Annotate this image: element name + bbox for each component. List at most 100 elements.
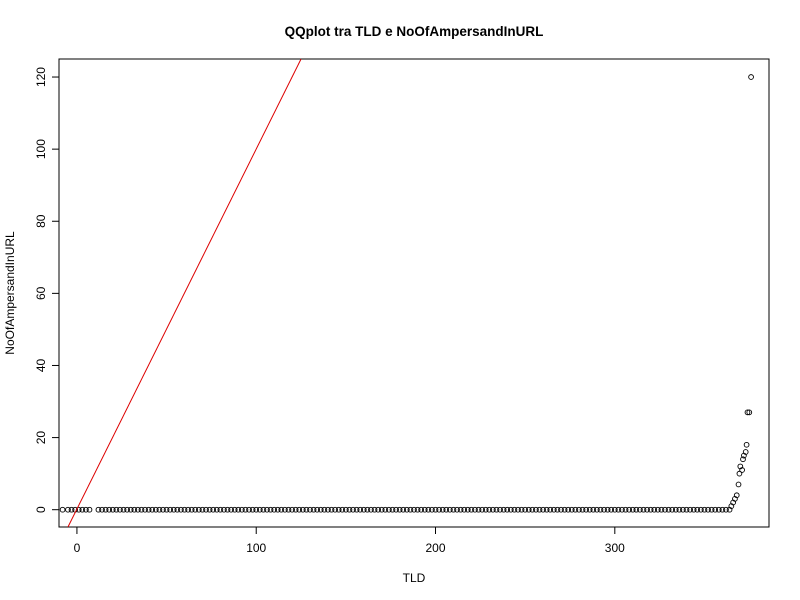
data-point [368, 506, 374, 513]
data-point [371, 506, 378, 513]
data-point [454, 506, 460, 513]
data-point [285, 506, 292, 513]
data-point [597, 506, 604, 513]
reference-line [67, 58, 302, 528]
data-point [654, 506, 661, 513]
data-point [310, 506, 317, 513]
data-point [296, 506, 303, 513]
data-point [690, 506, 697, 513]
data-point [436, 506, 442, 513]
data-point [221, 506, 227, 513]
data-point [739, 467, 745, 473]
x-axis-label: TLD [403, 571, 426, 585]
data-point [594, 506, 600, 513]
data-point [292, 506, 299, 513]
data-point [626, 506, 633, 513]
data-point [231, 506, 238, 513]
data-point [86, 506, 93, 513]
data-point [529, 506, 536, 513]
data-point [464, 506, 471, 513]
data-point [239, 506, 245, 513]
data-point [332, 506, 338, 513]
data-point [457, 506, 464, 513]
data-point [735, 481, 742, 488]
data-point [393, 506, 399, 513]
data-point [124, 506, 130, 513]
data-point [522, 506, 529, 513]
data-point [346, 506, 353, 513]
data-point [644, 506, 650, 513]
x-tick-label: 300 [605, 541, 625, 555]
data-point [742, 449, 749, 455]
data-point [99, 506, 105, 513]
data-point [235, 506, 242, 513]
data-point [120, 506, 127, 513]
data-point [705, 506, 711, 513]
data-point [181, 506, 188, 513]
data-point [493, 506, 500, 513]
data-point [694, 506, 701, 513]
data-point [68, 506, 75, 513]
data-point [608, 506, 615, 513]
data-point [583, 506, 589, 513]
x-tick-label: 200 [425, 541, 445, 555]
data-point [188, 506, 195, 513]
data-point [490, 506, 496, 513]
data-point [274, 506, 281, 513]
data-point [590, 506, 597, 513]
data-point [736, 470, 743, 477]
data-point [185, 506, 191, 513]
data-point [224, 506, 231, 513]
data-point [579, 506, 586, 513]
data-point [357, 506, 364, 513]
data-point [568, 506, 575, 513]
data-point [611, 506, 618, 513]
y-tick-label: 80 [34, 214, 48, 228]
data-point [271, 506, 278, 513]
data-point [325, 506, 331, 513]
data-point [282, 506, 288, 513]
x-tick-label: 0 [74, 541, 81, 555]
data-point [543, 506, 550, 513]
plot-area-box [58, 58, 770, 528]
data-point [518, 506, 525, 513]
data-point [400, 506, 407, 513]
data-point [540, 506, 546, 513]
data-point [382, 506, 389, 513]
data-point [447, 506, 453, 513]
data-point [425, 506, 432, 513]
data-point [160, 506, 166, 513]
x-tick-label: 100 [246, 541, 266, 555]
data-point [289, 506, 295, 513]
data-point [743, 441, 750, 448]
data-point [507, 506, 514, 513]
data-point [203, 506, 209, 513]
data-point [95, 506, 102, 513]
data-point [439, 506, 446, 513]
data-point [79, 506, 86, 513]
data-point [511, 506, 518, 513]
data-point [651, 506, 658, 513]
data-point [576, 506, 582, 513]
data-point [192, 506, 199, 513]
data-point [375, 506, 381, 513]
data-point [264, 506, 270, 513]
data-point [629, 506, 636, 513]
data-point [195, 506, 202, 513]
data-point [206, 506, 213, 513]
data-point [389, 506, 396, 513]
data-point [746, 409, 753, 416]
y-tick-label: 60 [34, 286, 48, 300]
data-point [482, 506, 489, 513]
data-point [461, 506, 468, 513]
data-point [396, 506, 403, 513]
data-point [547, 506, 554, 513]
data-point [658, 506, 665, 513]
data-point [145, 506, 152, 513]
data-point [307, 506, 313, 513]
data-point [515, 506, 521, 513]
data-point [525, 506, 532, 513]
data-point [210, 506, 217, 513]
y-tick-label: 120 [34, 67, 48, 87]
data-point [152, 506, 159, 513]
